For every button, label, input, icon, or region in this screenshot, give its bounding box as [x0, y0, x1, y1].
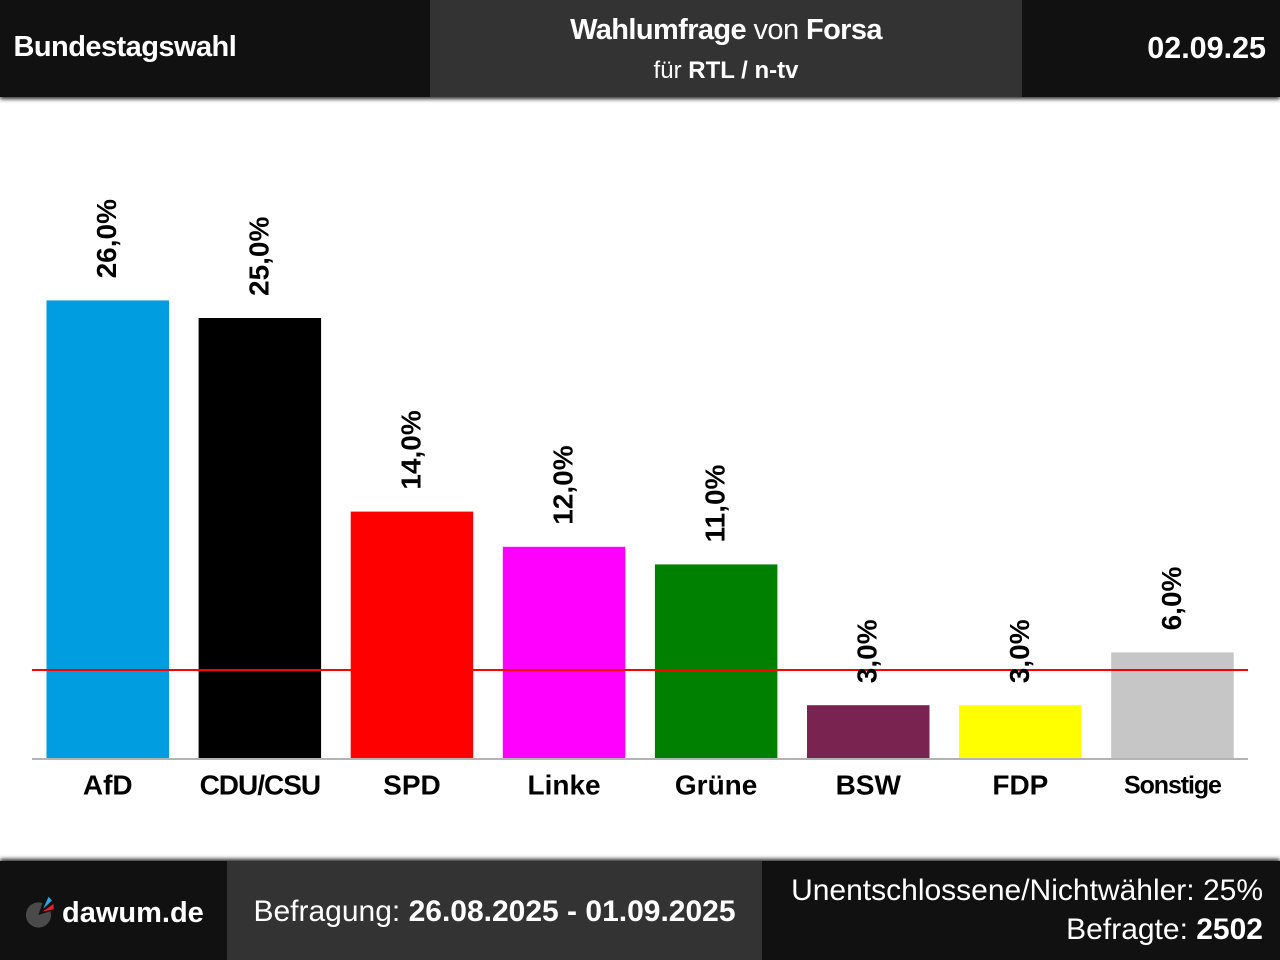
svg-text:6,0%: 6,0% — [1156, 566, 1187, 630]
svg-text:AfD: AfD — [83, 770, 133, 801]
svg-text:26,0%: 26,0% — [91, 199, 122, 278]
svg-text:12,0%: 12,0% — [548, 445, 579, 524]
svg-text:25,0%: 25,0% — [243, 217, 274, 296]
svg-text:FDP: FDP — [992, 770, 1048, 801]
svg-text:Sonstige: Sonstige — [1124, 772, 1222, 800]
svg-text:CDU/CSU: CDU/CSU — [200, 770, 321, 801]
svg-text:11,0%: 11,0% — [700, 464, 731, 542]
svg-text:14,0%: 14,0% — [395, 410, 426, 489]
svg-text:3,0%: 3,0% — [852, 619, 883, 683]
svg-text:Linke: Linke — [527, 770, 600, 801]
svg-text:3,0%: 3,0% — [1004, 619, 1035, 683]
svg-text:SPD: SPD — [383, 770, 441, 801]
svg-text:BSW: BSW — [836, 770, 902, 801]
svg-text:Grüne: Grüne — [675, 770, 757, 801]
